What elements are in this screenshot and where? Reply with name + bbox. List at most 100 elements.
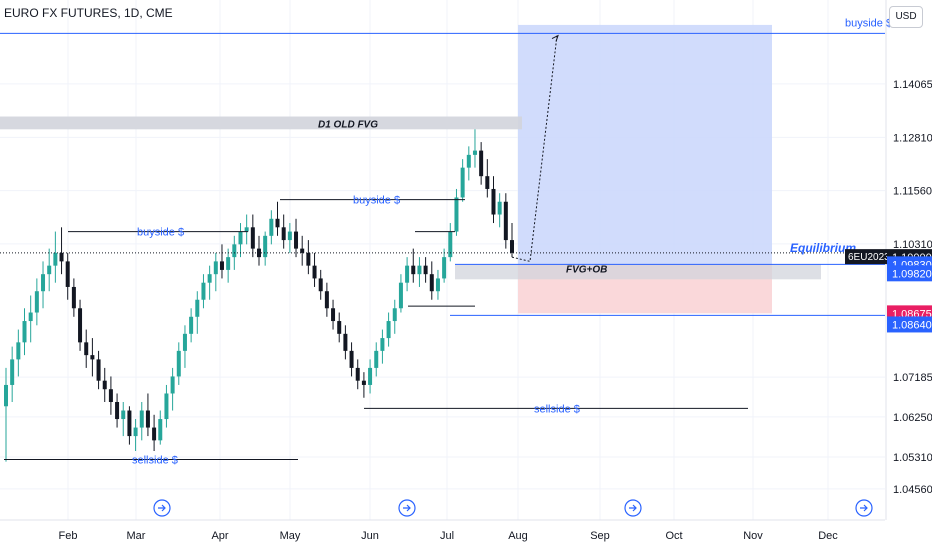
candle-body-70 [435, 278, 440, 292]
x-tick-7: Sep [590, 530, 610, 542]
candle-body-39 [244, 227, 249, 232]
price-label-bg-2 [887, 265, 932, 282]
candle-body-68 [423, 265, 428, 275]
candle-body-79 [491, 188, 496, 215]
candle-body-50 [312, 265, 317, 279]
y-tick-0: 1.14065 [893, 79, 932, 91]
projection-arrowhead [551, 34, 559, 42]
candle-body-31 [195, 299, 200, 317]
candle-body-15 [96, 359, 101, 381]
candle-body-8 [53, 252, 58, 266]
candle-body-73 [454, 197, 459, 232]
candle-body-44 [275, 218, 280, 228]
event-marker-arrow-1 [403, 504, 411, 512]
candle-body-7 [47, 265, 52, 275]
candle-body-20 [127, 410, 132, 437]
candle-body-9 [59, 252, 64, 262]
candle-body-51 [318, 278, 323, 292]
candle-body-16 [102, 380, 107, 390]
price-label-4: 1.08640 [892, 319, 932, 331]
candle-body-60 [374, 350, 379, 368]
x-tick-10: Dec [818, 530, 838, 542]
x-tick-3: May [280, 530, 301, 542]
candle-body-61 [380, 338, 385, 351]
buyside-label-2: buyside $ [353, 195, 400, 207]
candle-body-18 [115, 402, 120, 420]
x-axis: Feb Mar Apr May Jun Jul Aug Sep Oct Nov Dec [0, 519, 885, 542]
candle-body-12 [78, 308, 83, 343]
y-tick-7: 1.04560 [893, 484, 932, 496]
candle-body-35 [219, 261, 224, 270]
chart-title: EURO FX FUTURES, 1D, CME [4, 6, 173, 20]
x-tick-1: Mar [127, 530, 146, 542]
candle-body-81 [503, 201, 508, 241]
candle-body-72 [448, 231, 453, 258]
price-label-2: 1.09820 [892, 268, 932, 280]
candle-body-30 [189, 316, 194, 334]
candle-body-32 [201, 282, 206, 300]
y-tick-6: 1.05310 [893, 452, 932, 464]
candle-body-47 [294, 231, 299, 249]
y-axis: 1.14065 1.12810 1.11560 1.10310 1.07185 1.062… [845, 0, 932, 520]
y-tick-1: 1.12810 [893, 132, 932, 144]
candle-body-34 [213, 261, 218, 275]
candle-body-75 [466, 154, 471, 168]
x-tick-4: Jun [361, 530, 379, 542]
candle-body-0 [4, 384, 8, 407]
price-tag-label-0: 6EU2023 [848, 252, 890, 263]
candle-body-40 [250, 227, 255, 249]
candle-body-23 [145, 410, 150, 428]
fvg-ob-label: FVG+OB [566, 264, 607, 275]
candle-body-38 [238, 231, 243, 245]
candle-body-36 [226, 257, 231, 270]
event-marker-arrow-3 [860, 504, 868, 512]
candle-body-54 [337, 321, 342, 334]
candle-body-4 [28, 312, 33, 322]
y-tick-4: 1.07185 [893, 372, 932, 384]
candle-body-57 [355, 367, 360, 381]
candle-body-66 [411, 265, 416, 275]
x-tick-5: Jul [440, 530, 454, 542]
candle-body-76 [472, 150, 477, 155]
price-label-bg-4 [887, 316, 932, 333]
event-marker-arrow-2 [629, 504, 637, 512]
position-zones [0, 24, 821, 314]
candle-body-21 [133, 427, 138, 437]
candle-body-24 [152, 427, 157, 441]
candle-body-67 [417, 265, 422, 275]
candle-body-52 [324, 291, 329, 309]
candle-body-69 [429, 274, 434, 292]
candles [4, 129, 514, 462]
candle-body-19 [121, 410, 126, 420]
candle-body-71 [442, 257, 447, 279]
buyside-label-1: buyside $ [137, 227, 184, 239]
candle-body-1 [10, 359, 15, 385]
candle-body-14 [90, 355, 95, 360]
candle-body-22 [139, 410, 144, 428]
candle-body-63 [392, 308, 397, 322]
candle-body-62 [386, 321, 391, 339]
x-tick-0: Feb [59, 530, 78, 542]
candle-body-17 [108, 389, 113, 402]
candle-body-6 [41, 274, 46, 292]
candle-body-43 [269, 218, 274, 236]
candle-body-65 [405, 265, 410, 283]
buyside-top-label: buyside $ [845, 17, 892, 29]
candle-body-10 [65, 261, 70, 287]
x-tick-6: Aug [508, 530, 528, 542]
candle-body-48 [300, 248, 305, 253]
candle-body-46 [287, 231, 292, 241]
event-markers [153, 499, 873, 517]
candle-body-45 [281, 227, 286, 241]
candle-body-64 [398, 282, 403, 309]
candle-body-29 [182, 333, 187, 351]
fvg-ob-zone [455, 264, 821, 280]
candle-body-42 [263, 235, 268, 258]
x-tick-9: Nov [743, 530, 763, 542]
candle-body-77 [479, 150, 484, 177]
sellside-label-1: sellside $ [132, 455, 178, 467]
candle-body-33 [207, 274, 212, 283]
currency-button[interactable]: USD [889, 6, 923, 28]
candle-body-28 [176, 350, 181, 377]
